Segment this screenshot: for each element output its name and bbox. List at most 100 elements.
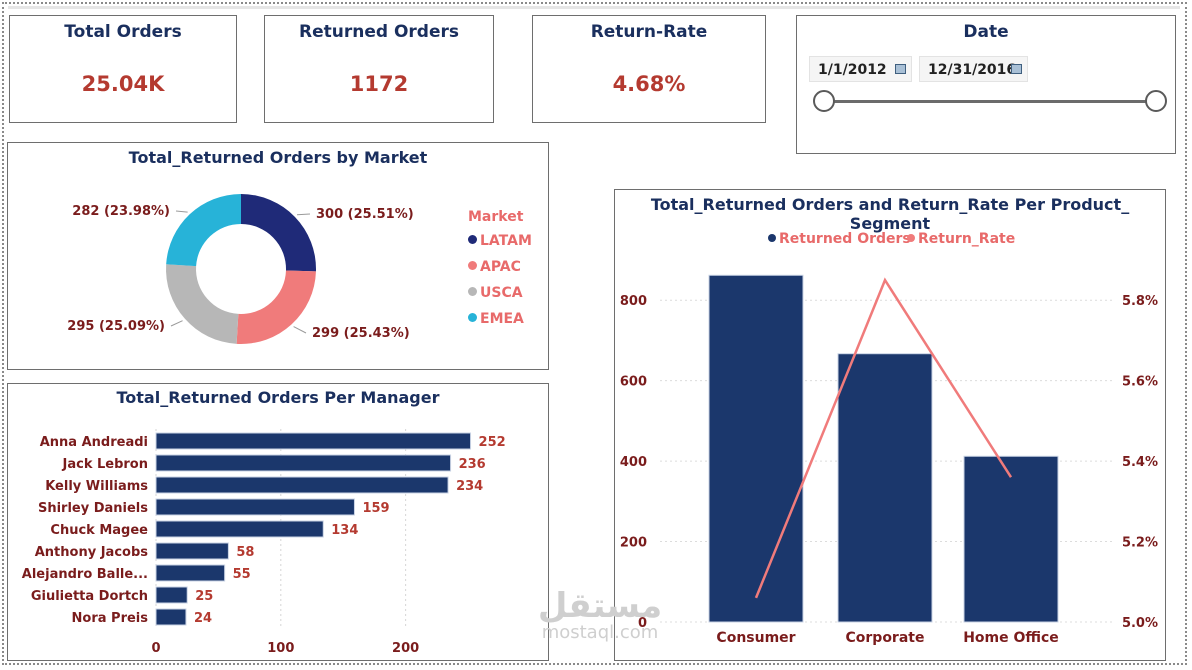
kpi-total-orders[interactable]: Total Orders 25.04K [9,15,237,123]
market-chart-card[interactable]: Total_Returned Orders by Market 300 (25.… [7,142,549,370]
manager-value-label: 24 [194,611,212,626]
y-tick-label: 0 [638,616,647,631]
manager-chart-title: Total_Returned Orders Per Manager [116,388,440,407]
legend-item-latam[interactable]: LATAM [468,233,532,249]
manager-bar-chart: 0 100 200 Anna Andreadi 252 Jack Lebron 236 Kel… [22,429,506,656]
manager-bar [155,564,226,582]
date-range-track[interactable] [823,100,1155,103]
y2-tick-label: 5.6% [1122,375,1158,390]
manager-value-label: 234 [456,479,483,494]
slice-leader-line [170,320,183,327]
calendar-icon[interactable] [1011,64,1022,74]
watermark: مستقل mostaql.com [520,588,680,642]
end-date-value: 12/31/2016 [928,62,1017,78]
donut-slice-emea [166,194,241,267]
segment-chart-card[interactable]: Total_Returned Orders and Return_Rate Pe… [614,189,1166,661]
kpi-title: Total Orders [64,22,182,42]
legend-dot [468,261,477,270]
manager-value-label: 134 [331,523,358,538]
legend-label: USCA [480,285,523,301]
manager-value-label: 159 [362,501,389,516]
manager-name-label: Anthony Jacobs [35,545,149,560]
legend-dot [468,287,477,296]
market-chart-title: Total_Returned Orders by Market [128,148,428,167]
market-donut-chart: 300 (25.51%) 299 (25.43%) 295 (25.09%) 282 … [67,194,414,344]
slice-data-label: 295 (25.09%) [67,319,165,334]
manager-name-label: Chuck Magee [50,523,148,538]
calendar-icon[interactable] [895,64,906,74]
manager-bar [155,454,452,472]
manager-name-label: Anna Andreadi [40,435,148,450]
manager-value-label: 252 [479,435,506,450]
manager-name-label: Kelly Williams [45,479,148,494]
legend-label: LATAM [480,233,532,249]
return-rate-line [754,277,1013,599]
slice-leader-line [293,326,307,334]
manager-bar [155,432,472,450]
slice-data-label: 300 (25.51%) [316,207,414,222]
y2-tick-label: 5.2% [1122,536,1158,551]
manager-value-label: 25 [195,589,213,604]
top-divider [8,6,1180,9]
y2-tick-label: 5.0% [1122,616,1158,631]
legend-label-returned-orders: Returned Orders [779,231,911,247]
x-tick-label: 100 [267,641,294,656]
x-category-label: Consumer [716,630,795,646]
manager-name-label: Giulietta Dortch [31,589,148,604]
segment-bar [963,455,1059,623]
legend-dot [468,235,477,244]
watermark-arabic: مستقل [537,586,663,626]
segment-bar [708,274,804,623]
kpi-value: 1172 [349,72,409,96]
kpi-return-rate[interactable]: Return-Rate 4.68% [532,15,766,123]
end-date-handle[interactable] [1145,90,1167,112]
x-tick-label: 0 [151,641,160,656]
manager-bar [155,608,187,626]
manager-chart-card[interactable]: Total_Returned Orders Per Manager 0 100 20… [7,383,549,661]
manager-bar [155,542,229,560]
slice-data-label: 299 (25.43%) [312,326,410,341]
manager-bar [155,476,449,494]
y2-tick-label: 5.4% [1122,455,1158,470]
manager-bar [155,520,324,538]
legend-item-usca[interactable]: USCA [468,285,523,301]
end-date-input[interactable]: 12/31/2016 [919,56,1028,82]
manager-bar [155,498,355,516]
donut-slice-usca [166,264,239,344]
legend-item-emea[interactable]: EMEA [468,311,524,327]
manager-bar [155,586,188,604]
manager-name-label: Nora Preis [72,611,149,626]
kpi-returned-orders[interactable]: Returned Orders 1172 [264,15,494,123]
donut-slice-latam [241,194,316,272]
date-slicer[interactable]: Date 1/1/2012 12/31/2016 [796,15,1176,154]
legend-dot [468,313,477,322]
kpi-value: 25.04K [81,72,165,96]
y-tick-label: 200 [620,536,647,551]
y-tick-label: 400 [620,455,647,470]
legend-item-apac[interactable]: APAC [468,259,521,275]
start-date-input[interactable]: 1/1/2012 [809,56,912,82]
manager-name-label: Alejandro Balle... [22,567,148,582]
legend-label-return-rate: Return_Rate [918,231,1015,247]
segment-combo-chart: Returned Orders Return_Rate 0 200 400 600 800 5… [620,231,1158,646]
kpi-value: 4.68% [612,72,686,96]
y2-tick-label: 5.8% [1122,294,1158,309]
x-category-label: Home Office [963,630,1059,646]
market-legend-title: Market [468,209,524,225]
donut-slice-apac [236,270,316,344]
start-date-value: 1/1/2012 [818,62,887,78]
kpi-title: Return-Rate [590,22,708,42]
manager-value-label: 55 [233,567,251,582]
start-date-handle[interactable] [813,90,835,112]
slice-leader-line [175,210,188,213]
y-tick-label: 800 [620,294,647,309]
manager-name-label: Jack Lebron [62,457,149,472]
legend-dot-return-rate [907,234,915,242]
watermark-latin: mostaql.com [541,622,659,643]
date-slicer-title: Date [963,22,1009,42]
segment-chart-title: Total_Returned Orders and Return_Rate Pe… [650,195,1130,233]
manager-value-label: 58 [236,545,254,560]
slice-leader-line [297,213,311,216]
slice-data-label: 282 (23.98%) [72,204,170,219]
x-tick-label: 200 [392,641,419,656]
